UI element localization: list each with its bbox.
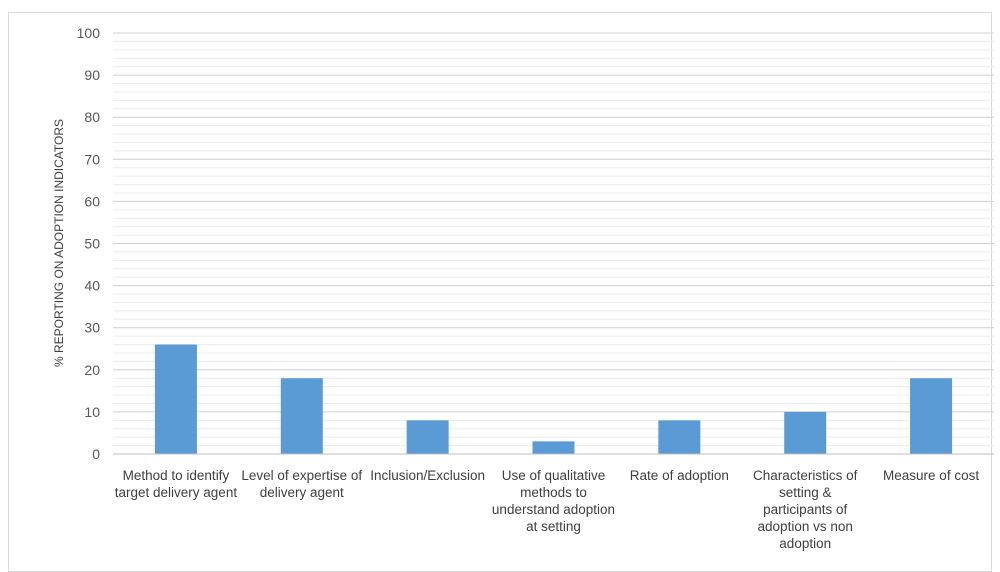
y-tick-label: 40: [84, 278, 100, 294]
bar: [532, 441, 575, 454]
y-tick-label: 70: [84, 151, 100, 167]
x-category-label: Level of expertise of delivery agent: [241, 468, 363, 500]
y-tick-label: 80: [84, 109, 100, 125]
x-category-label: Method to identify target delivery agent: [114, 468, 238, 500]
y-tick-label: 100: [77, 25, 101, 41]
x-category-label: Measure of cost: [883, 468, 980, 483]
y-tick-label: 10: [84, 404, 100, 420]
y-axis-ticks: 0 10 20 30 40 50 60 70 80 90 100: [77, 25, 101, 462]
y-tick-label: 90: [84, 67, 100, 83]
bar: [280, 378, 323, 454]
x-category-label: Rate of adoption: [629, 468, 729, 483]
bar: [154, 344, 197, 454]
x-category-label: Characteristics of setting & participant…: [753, 468, 858, 551]
bar: [910, 378, 953, 454]
y-tick-label: 30: [84, 320, 100, 336]
bar: [406, 420, 449, 454]
y-tick-label: 50: [84, 236, 100, 252]
x-category-label: Use of qualitative methods to understand…: [491, 468, 616, 534]
y-axis-label: % REPORTING ON ADOPTION INDICATORS: [52, 119, 66, 367]
grid-lines: [113, 32, 994, 455]
bars: [154, 344, 953, 454]
bar: [784, 411, 827, 454]
x-category-label: Inclusion/Exclusion: [370, 468, 486, 483]
y-tick-label: 60: [84, 193, 100, 209]
y-tick-label: 20: [84, 362, 100, 378]
bar: [658, 420, 701, 454]
y-tick-label: 0: [92, 446, 100, 462]
